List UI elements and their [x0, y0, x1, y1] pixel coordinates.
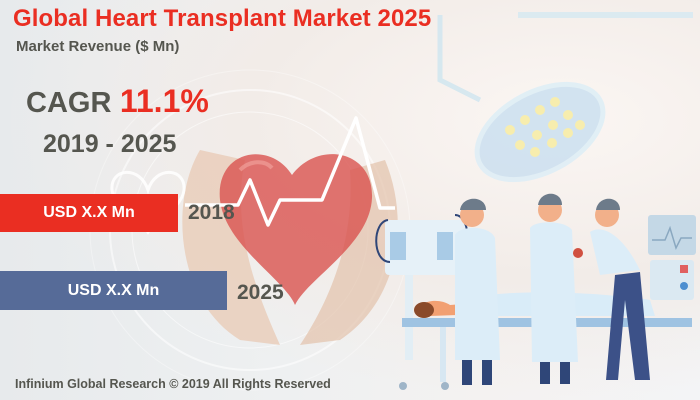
copyright-footer: Infinium Global Research © 2019 All Righ…	[15, 377, 331, 391]
surgical-team-icon	[375, 193, 696, 390]
surgical-lamp-icon	[437, 12, 693, 183]
heart-outline-icon	[110, 170, 186, 235]
cagr-label: CAGR	[26, 87, 112, 119]
page-title: Global Heart Transplant Market 2025	[13, 5, 432, 32]
revenue-bar-2025: USD X.X Mn	[0, 271, 227, 310]
page-subtitle: Market Revenue ($ Mn)	[16, 38, 180, 55]
revenue-bar-2018: USD X.X Mn	[0, 194, 178, 232]
revenue-year-2018: 2018	[188, 201, 235, 224]
revenue-year-2025: 2025	[237, 281, 284, 304]
cagr-value: 11.1%	[119, 83, 209, 119]
forecast-period: 2019 - 2025	[43, 130, 177, 158]
heart-in-hands-icon	[182, 150, 398, 345]
heartbeat-line-icon	[185, 116, 395, 227]
cagr-block: CAGR 11.1%	[26, 83, 209, 120]
